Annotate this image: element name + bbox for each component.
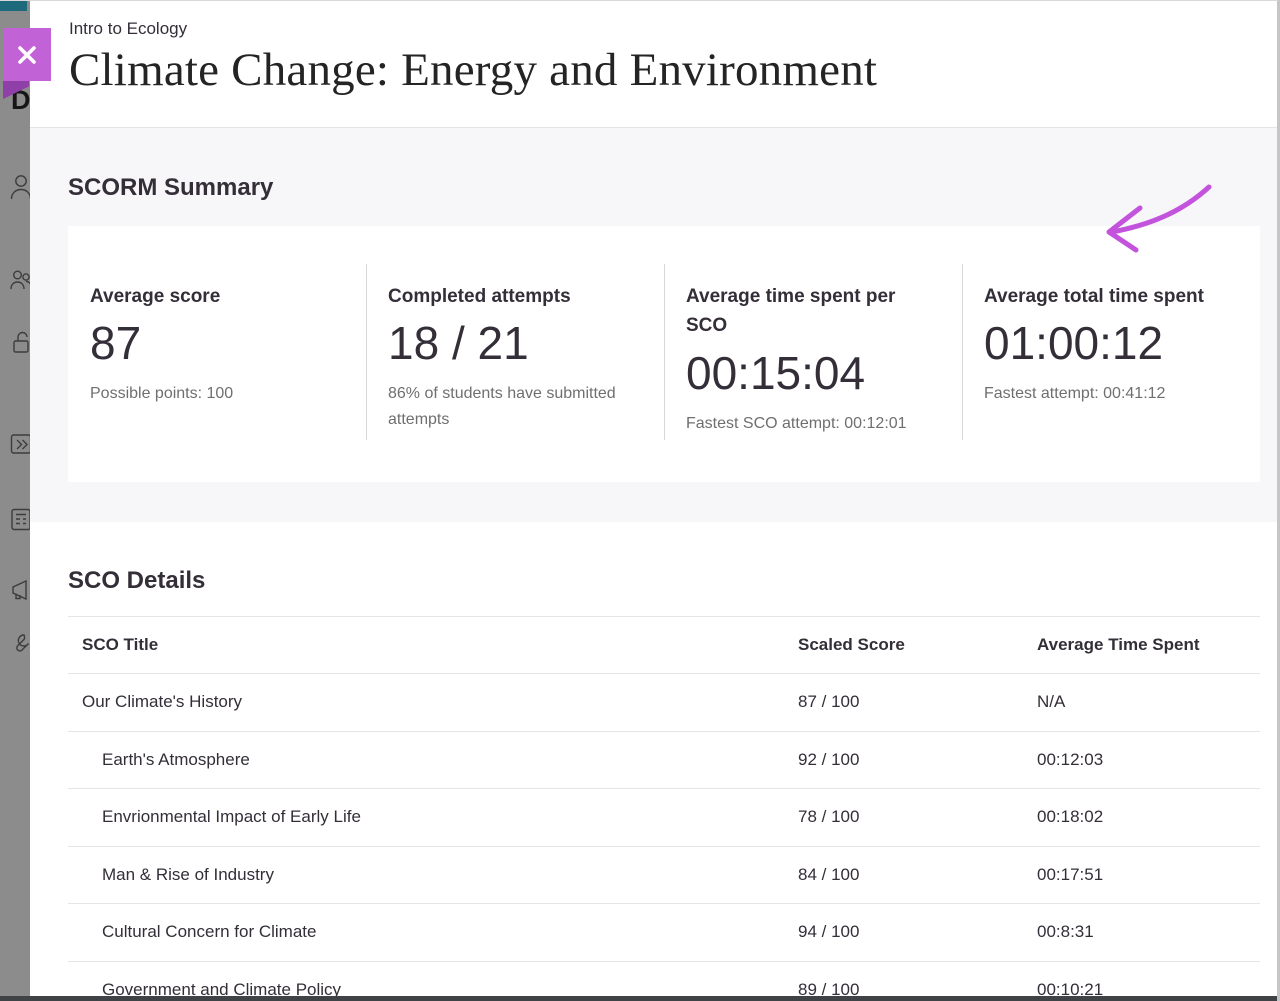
group-icon (9, 266, 30, 294)
screenshot-bottom-edge (0, 996, 1277, 1001)
table-row: Government and Climate Policy 89 / 100 0… (68, 960, 1260, 1001)
sco-title: Our Climate's History (82, 692, 243, 712)
table-row: Earth's Atmosphere 92 / 100 00:12:03 (68, 730, 1260, 789)
stat-completed-attempts: Completed attempts 18 / 21 86% of studen… (366, 226, 664, 482)
stat-subtext: Possible points: 100 (90, 385, 234, 403)
close-panel-button[interactable] (3, 28, 51, 81)
stat-subtext: Fastest SCO attempt: 00:12:01 (686, 414, 907, 432)
announcement-icon (9, 576, 30, 604)
panel-body: SCORM Summary Average score 87 Possible … (30, 128, 1277, 1001)
sco-details-heading: SCO Details (68, 566, 206, 594)
table-row: Envrionmental Impact of Early Life 78 / … (68, 788, 1260, 846)
column-sco-title: SCO Title (82, 634, 159, 654)
scorm-summary-heading: SCORM Summary (68, 174, 274, 201)
sco-time: 00:8:31 (1037, 922, 1094, 942)
page-title: Climate Change: Energy and Environment (69, 44, 878, 97)
sco-title: Earth's Atmosphere (102, 749, 250, 769)
stat-value: 00:15:04 (686, 346, 866, 399)
collapse-panel-icon (9, 431, 30, 459)
person-icon (9, 173, 30, 201)
panel-header: Intro to Ecology Climate Change: Energy … (30, 1, 1277, 128)
sco-score: 84 / 100 (798, 864, 860, 884)
stat-value: 87 (90, 317, 142, 370)
dimmed-course-sidebar: D (0, 1, 30, 1001)
sco-table-header: SCO Title Scaled Score Average Time Spen… (68, 615, 1260, 674)
sco-title: Cultural Concern for Climate (102, 922, 317, 942)
stat-label: Completed attempts (388, 285, 571, 307)
stat-average-total-time: Average total time spent 01:00:12 Fastes… (962, 226, 1260, 482)
wrench-icon (9, 631, 30, 659)
sco-time: 00:10:21 (1037, 979, 1104, 999)
sco-time: 00:17:51 (1037, 864, 1104, 884)
stat-value: 18 / 21 (388, 317, 529, 370)
sco-score: 89 / 100 (798, 979, 860, 999)
table-row: Cultural Concern for Climate 94 / 100 00… (68, 903, 1260, 961)
stat-average-time-per-sco: Average time spent per SCO 00:15:04 Fast… (664, 226, 962, 482)
column-average-time: Average Time Spent (1037, 634, 1200, 654)
sco-score: 78 / 100 (798, 807, 860, 827)
sco-time: 00:12:03 (1037, 749, 1104, 769)
sco-title: Envrionmental Impact of Early Life (102, 807, 361, 827)
sco-score: 87 / 100 (798, 692, 860, 712)
stat-average-score: Average score 87 Possible points: 100 (68, 226, 366, 482)
sco-score: 92 / 100 (798, 749, 860, 769)
sco-time: N/A (1037, 692, 1066, 712)
breadcrumb: Intro to Ecology (69, 19, 188, 38)
sco-title: Man & Rise of Industry (102, 864, 274, 884)
sco-details-section: SCO Details SCO Title Scaled Score Avera… (30, 521, 1277, 1001)
sco-title: Government and Climate Policy (102, 979, 342, 999)
stat-value: 01:00:12 (984, 317, 1164, 370)
sco-score: 94 / 100 (798, 922, 860, 942)
scorm-summary-card: Average score 87 Possible points: 100 Co… (68, 225, 1260, 482)
stat-label: Average time spent per SCO (686, 285, 896, 337)
unlock-icon (9, 329, 30, 357)
gradebook-icon (9, 506, 30, 534)
stat-subtext: 86% of students have submitted attempts (388, 385, 616, 428)
x-icon (13, 41, 41, 69)
sco-time: 00:18:02 (1037, 807, 1104, 827)
scorm-report-panel: Intro to Ecology Climate Change: Energy … (30, 1, 1277, 1001)
stat-subtext: Fastest attempt: 00:41:12 (984, 385, 1166, 403)
table-row: Man & Rise of Industry 84 / 100 00:17:51 (68, 845, 1260, 904)
column-scaled-score: Scaled Score (798, 634, 905, 654)
course-banner-edge (0, 1, 27, 11)
stat-label: Average total time spent (984, 285, 1204, 307)
table-row: Our Climate's History 87 / 100 N/A (68, 673, 1260, 731)
sco-table: SCO Title Scaled Score Average Time Spen… (68, 615, 1260, 1001)
stat-label: Average score (90, 285, 221, 307)
